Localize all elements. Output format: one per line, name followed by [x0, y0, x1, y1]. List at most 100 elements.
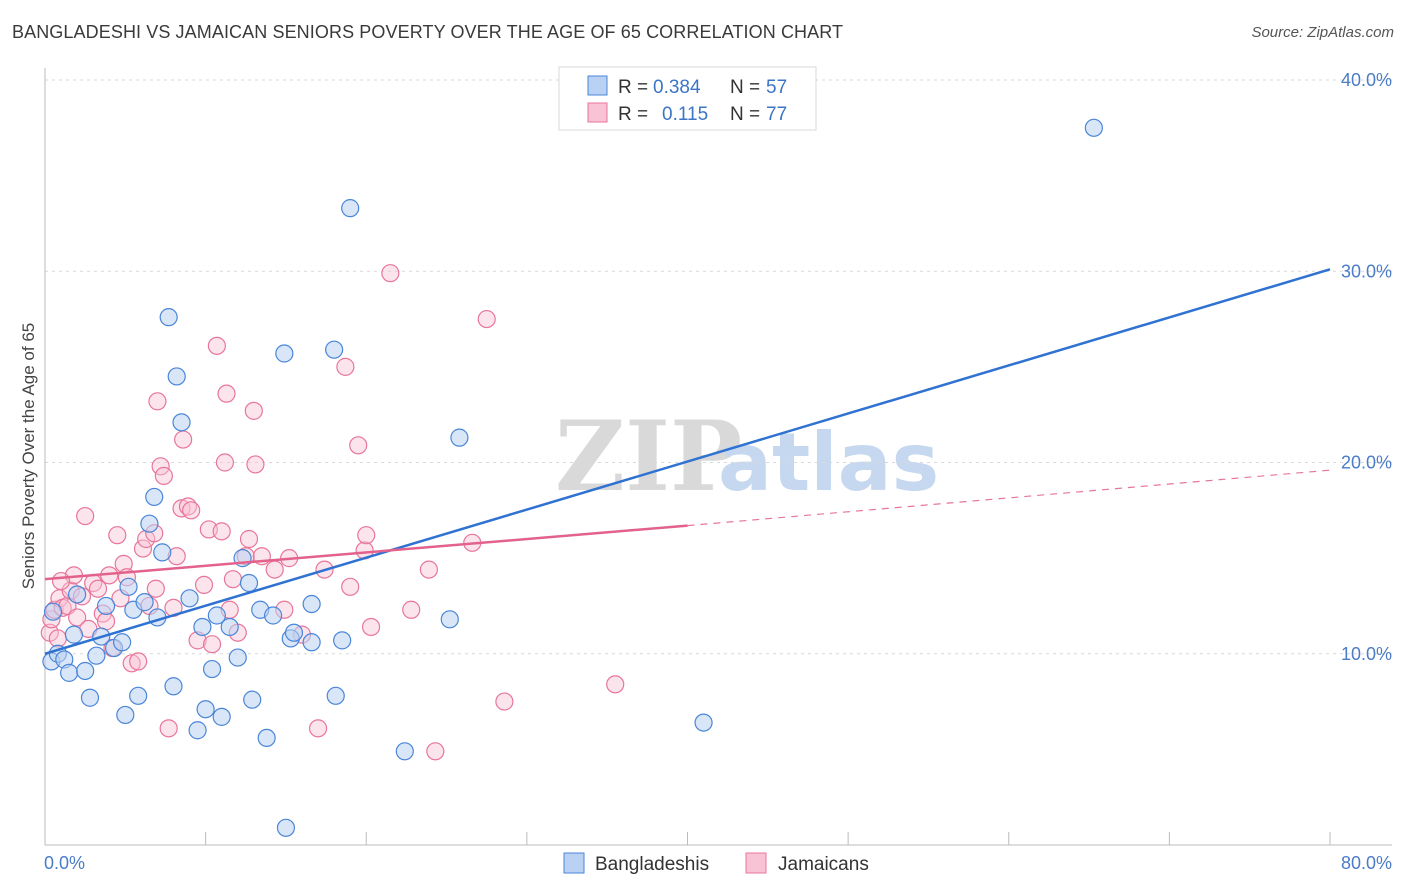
- jamaican-point: [194, 575, 214, 595]
- bangladeshi-point: [276, 818, 296, 837]
- jamaican-point: [76, 506, 95, 526]
- bangladeshi-point: [193, 617, 212, 637]
- jamaican-point: [381, 264, 400, 283]
- jamaican-point: [68, 608, 87, 627]
- bangladeshi-point: [341, 199, 360, 218]
- bangladeshi-point: [80, 688, 100, 707]
- bangladeshi-point: [159, 308, 178, 327]
- x-tick-label-max: 80.0%: [1341, 853, 1392, 873]
- legend-r-value-2: 0.115: [662, 104, 708, 125]
- bangladeshi-point: [68, 585, 87, 604]
- legend-n-label-2: N =: [730, 104, 760, 125]
- bangladeshi-trend-line: [44, 268, 1331, 655]
- bangladeshi-point: [284, 623, 304, 642]
- bangladeshi-point: [243, 690, 262, 709]
- series-legend: Bangladeshis Jamaicans: [563, 852, 869, 875]
- legend-n-value-2: 77: [766, 104, 787, 125]
- legend-swatch-jamaicans: [587, 102, 608, 123]
- bottom-legend-swatch-jamaicans: [745, 852, 767, 874]
- y-axis-label: Seniors Poverty Over the Age of 65: [19, 323, 38, 589]
- bangladeshi-point: [180, 589, 199, 608]
- jamaican-point: [154, 466, 173, 485]
- jamaican-point: [246, 455, 265, 474]
- jamaican-point: [174, 430, 193, 449]
- bangladeshi-point: [64, 625, 84, 644]
- stats-legend: R = 0.384 N = 57 R = 0.115 N = 77: [558, 66, 817, 131]
- bangladeshi-point: [440, 610, 459, 629]
- legend-n-label-1: N =: [730, 77, 760, 98]
- source-credit: Source: ZipAtlas.com: [1251, 24, 1394, 41]
- jamaican-point: [361, 617, 381, 637]
- bangladeshi-point: [167, 367, 186, 386]
- bangladeshi-point: [202, 659, 222, 679]
- bangladeshi-point: [76, 661, 95, 681]
- bangladeshi-point: [87, 646, 106, 665]
- jamaican-point: [212, 522, 231, 541]
- axes: [44, 68, 1392, 846]
- bangladeshi-point: [257, 728, 276, 748]
- jamaican-trend-extension: [687, 469, 1331, 527]
- legend-r-label-2: R =: [618, 104, 648, 125]
- y-tick-labels: 10.0% 20.0% 30.0% 40.0%: [1341, 70, 1392, 664]
- bangladeshi-point: [228, 648, 247, 667]
- bangladeshi-point: [172, 413, 191, 432]
- jamaican-point: [159, 719, 178, 738]
- bangladeshi-point: [43, 602, 63, 621]
- bangladeshi-point: [116, 705, 135, 725]
- bangladeshi-point: [207, 606, 226, 625]
- bangladeshi-point: [212, 707, 231, 726]
- bottom-legend-label-bangladeshis: Bangladeshis: [595, 854, 709, 875]
- jamaican-point: [215, 453, 234, 472]
- bangladeshi-point: [326, 686, 345, 705]
- bangladeshi-point: [112, 633, 132, 652]
- jamaican-point: [96, 612, 116, 631]
- jamaican-point: [48, 629, 67, 648]
- jamaican-point: [606, 675, 625, 694]
- bangladeshi-point: [188, 721, 207, 740]
- legend-n-value-1: 57: [766, 77, 787, 98]
- jamaican-point: [202, 635, 222, 654]
- chart-title: BANGLADESHI VS JAMAICAN SENIORS POVERTY …: [12, 22, 844, 42]
- jamaican-point: [357, 526, 376, 545]
- bangladeshi-point: [395, 742, 414, 761]
- bangladeshi-point: [694, 713, 713, 732]
- jamaican-point: [426, 742, 445, 761]
- jamaican-point: [308, 719, 328, 738]
- legend-r-value-1: 0.384: [653, 77, 701, 98]
- bangladeshis-points: [42, 118, 1103, 837]
- jamaican-point: [207, 336, 226, 355]
- x-ticks: [205, 832, 1331, 845]
- bangladeshi-point: [1084, 118, 1103, 137]
- y-tick-label: 30.0%: [1341, 261, 1392, 281]
- jamaican-point: [182, 501, 201, 520]
- bangladeshi-point: [153, 543, 172, 562]
- jamaican-point: [122, 654, 141, 673]
- jamaicans-points: [40, 264, 625, 761]
- bottom-legend-swatch-bangladeshis: [563, 852, 585, 874]
- y-tick-label: 10.0%: [1341, 644, 1392, 664]
- bangladeshi-point: [220, 617, 239, 637]
- jamaican-point: [217, 384, 236, 403]
- bangladeshi-point: [196, 700, 215, 719]
- bangladeshi-point: [302, 594, 321, 614]
- bangladeshi-point: [263, 606, 283, 625]
- jamaican-point: [419, 560, 438, 579]
- jamaican-trend-line: [44, 524, 688, 581]
- jamaican-point: [265, 560, 284, 579]
- bangladeshi-point: [333, 631, 352, 650]
- bangladeshi-point: [96, 596, 116, 616]
- bangladeshi-point: [140, 514, 159, 533]
- bangladeshi-point: [325, 340, 344, 359]
- jamaican-point: [148, 392, 167, 411]
- y-tick-label: 20.0%: [1341, 453, 1392, 473]
- bangladeshi-point: [135, 593, 154, 612]
- legend-swatch-bangladeshis: [587, 75, 608, 96]
- jamaican-point: [336, 357, 355, 376]
- jamaican-point: [495, 692, 514, 711]
- trend-lines: [44, 268, 1331, 655]
- gridlines: [45, 79, 1392, 655]
- bangladeshi-point: [119, 577, 138, 596]
- jamaican-point: [477, 309, 496, 329]
- jamaican-point: [151, 457, 170, 476]
